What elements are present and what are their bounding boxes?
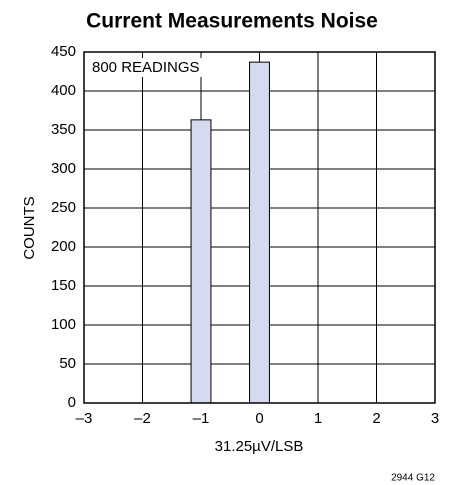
annotation-background bbox=[89, 57, 203, 77]
x-tick-label: 0 bbox=[255, 410, 263, 427]
x-tick-label: 1 bbox=[314, 410, 322, 427]
x-tick-label: 3 bbox=[431, 410, 439, 427]
y-tick-label: 150 bbox=[51, 277, 76, 294]
bar bbox=[249, 61, 270, 404]
y-tick-label: 400 bbox=[51, 82, 76, 99]
x-tick-label: –1 bbox=[193, 410, 210, 427]
y-tick-label: 50 bbox=[59, 355, 76, 372]
footnote: 2944 G12 bbox=[391, 473, 435, 484]
x-tick-label: 2 bbox=[372, 410, 380, 427]
x-axis-label: 31.25µV/LSB bbox=[215, 438, 304, 455]
y-tick-label: 450 bbox=[51, 43, 76, 60]
y-tick-label: 200 bbox=[51, 238, 76, 255]
x-tick-label: –2 bbox=[134, 410, 151, 427]
x-tick-label: –3 bbox=[76, 410, 93, 427]
y-tick-label: 250 bbox=[51, 199, 76, 216]
y-tick-label: 100 bbox=[51, 316, 76, 333]
annotation: 800 READINGS bbox=[92, 59, 200, 76]
y-axis-label: COUNTS bbox=[21, 196, 38, 259]
bar bbox=[190, 119, 212, 404]
y-tick-label: 300 bbox=[51, 160, 76, 177]
y-tick-label: 0 bbox=[68, 394, 76, 411]
plot-frame bbox=[83, 51, 436, 404]
chart-title: Current Measurements Noise bbox=[86, 10, 378, 33]
y-tick-label: 350 bbox=[51, 121, 76, 138]
